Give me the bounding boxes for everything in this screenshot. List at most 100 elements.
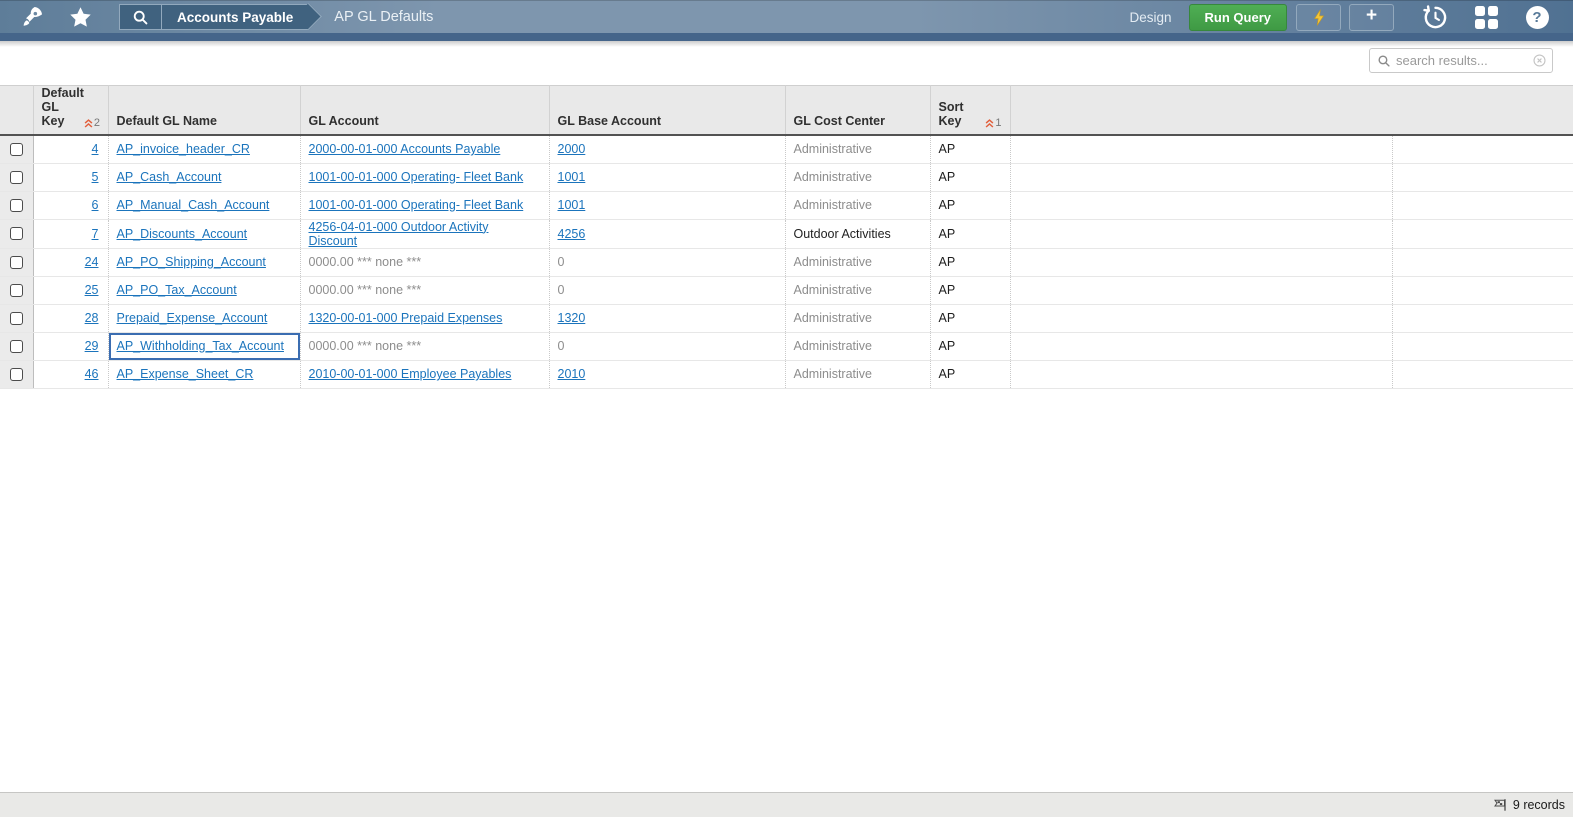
table-row[interactable]: 29 AP_Withholding_Tax_Account 0000.00 **… (0, 332, 1573, 361)
column-header-gl-account[interactable]: GL Account (300, 85, 550, 136)
column-header-default-gl-key[interactable]: Default GL Key 2 (33, 85, 109, 136)
row-checkbox[interactable] (9, 227, 23, 240)
row-cost-center: Administrative (793, 198, 873, 212)
column-header-sort-key[interactable]: Sort Key 1 (930, 85, 1011, 136)
design-link[interactable]: Design (1129, 9, 1172, 25)
gl-cost-center-cell: Administrative (785, 135, 931, 164)
row-name-link[interactable]: AP_Manual_Cash_Account (116, 198, 270, 212)
row-gl-account[interactable]: 4256-04-01-000 Outdoor Activity Discount (308, 219, 489, 248)
row-key-link[interactable]: 6 (91, 198, 99, 212)
gl-cost-center-cell: Administrative (785, 276, 931, 305)
gl-base-account-cell: 2000 (549, 135, 786, 164)
row-key-link[interactable]: 25 (84, 283, 99, 297)
row-gl-base[interactable]: 2010 (557, 367, 586, 381)
row-key-link[interactable]: 46 (84, 367, 99, 381)
star-icon (69, 6, 91, 27)
row-gl-base[interactable]: 4256 (557, 226, 586, 241)
top-navigation-bar: Accounts Payable AP GL Defaults Design R… (0, 0, 1573, 47)
row-checkbox[interactable] (9, 311, 23, 325)
row-name-link[interactable]: AP_PO_Shipping_Account (116, 255, 266, 269)
row-checkbox[interactable] (9, 198, 23, 212)
help-button[interactable]: ? (1523, 3, 1551, 31)
row-gl-base[interactable]: 1001 (557, 198, 586, 212)
gl-account-cell: 1320-00-01-000 Prepaid Expenses (300, 304, 550, 333)
row-name-link[interactable]: AP_Cash_Account (116, 170, 222, 184)
row-name-link[interactable]: AP_Expense_Sheet_CR (116, 367, 254, 381)
row-name-link[interactable]: AP_Withholding_Tax_Account (116, 339, 284, 353)
menu-search-button[interactable] (120, 5, 162, 29)
row-gl-account[interactable]: 1001-00-01-000 Operating- Fleet Bank (308, 198, 524, 212)
grid-icon (1474, 5, 1498, 29)
gl-cost-center-cell: Administrative (785, 360, 931, 389)
row-gl-base: 0 (557, 255, 565, 269)
gl-base-account-cell: 1320 (549, 304, 786, 333)
run-query-button[interactable]: Run Query (1188, 3, 1287, 31)
row-sort-key: AP (938, 198, 956, 212)
gl-cost-center-cell: Outdoor Activities (785, 219, 931, 249)
row-cost-center: Administrative (793, 311, 873, 325)
gl-base-account-cell: 1001 (549, 163, 786, 192)
row-gl-account[interactable]: 1320-00-01-000 Prepaid Expenses (308, 311, 503, 325)
topbar-bottom-strip (0, 33, 1573, 41)
row-key-link[interactable]: 5 (91, 170, 99, 184)
row-gl-base[interactable]: 2000 (557, 142, 586, 157)
gl-cost-center-cell: Administrative (785, 191, 931, 220)
add-button[interactable]: + (1349, 3, 1394, 31)
gl-cost-center-cell: Administrative (785, 332, 931, 361)
table-row[interactable]: 7 AP_Discounts_Account 4256-04-01-000 Ou… (0, 219, 1573, 249)
column-header-gl-base-account[interactable]: GL Base Account (549, 85, 786, 136)
row-checkbox[interactable] (9, 170, 23, 184)
row-checkbox[interactable] (9, 367, 23, 381)
row-checkbox[interactable] (9, 283, 23, 297)
row-key-link[interactable]: 4 (91, 142, 99, 157)
row-key-link[interactable]: 7 (91, 226, 99, 241)
sort-key-cell: AP (930, 276, 1011, 305)
row-name-link[interactable]: Prepaid_Expense_Account (116, 311, 268, 325)
row-key-link[interactable]: 29 (84, 339, 99, 353)
row-checkbox[interactable] (9, 255, 23, 269)
sort-ascending-icon (985, 119, 994, 128)
row-gl-account[interactable]: 1001-00-01-000 Operating- Fleet Bank (308, 170, 524, 184)
row-checkbox[interactable] (9, 142, 23, 156)
search-results-input[interactable] (1396, 53, 1533, 68)
row-gl-base[interactable]: 1001 (557, 170, 586, 184)
gl-base-account-cell: 1001 (549, 191, 786, 220)
row-cost-center: Administrative (793, 255, 873, 269)
favorites-button[interactable] (63, 3, 97, 31)
results-grid: Default GL Key 2 Default GL Name GL Acco… (0, 85, 1573, 389)
table-row[interactable]: 28 Prepaid_Expense_Account 1320-00-01-00… (0, 304, 1573, 333)
name-cell: AP_Cash_Account (108, 163, 301, 192)
row-name-link[interactable]: AP_PO_Tax_Account (116, 283, 237, 297)
row-gl-base: 0 (557, 283, 565, 297)
column-header-default-gl-name[interactable]: Default GL Name (108, 85, 301, 136)
table-row[interactable]: 46 AP_Expense_Sheet_CR 2010-00-01-000 Em… (0, 360, 1573, 389)
row-gl-account: 0000.00 *** none *** (308, 283, 422, 297)
history-button[interactable] (1421, 3, 1449, 31)
row-gl-account[interactable]: 2000-00-01-000 Accounts Payable (308, 142, 501, 157)
row-name-link[interactable]: AP_Discounts_Account (116, 226, 248, 241)
row-gl-account[interactable]: 2010-00-01-000 Employee Payables (308, 367, 512, 381)
table-row[interactable]: 25 AP_PO_Tax_Account 0000.00 *** none **… (0, 276, 1573, 305)
table-row[interactable]: 24 AP_PO_Shipping_Account 0000.00 *** no… (0, 248, 1573, 277)
table-row[interactable]: 5 AP_Cash_Account 1001-00-01-000 Operati… (0, 163, 1573, 192)
row-select-cell (0, 332, 34, 361)
row-name-link[interactable]: AP_invoice_header_CR (116, 142, 250, 157)
breadcrumb-parent-segment[interactable]: Accounts Payable (119, 4, 310, 30)
column-header-gl-cost-center[interactable]: GL Cost Center (785, 85, 931, 136)
row-key-link[interactable]: 28 (84, 311, 99, 325)
clear-search-icon[interactable] (1533, 54, 1546, 67)
row-checkbox[interactable] (9, 339, 23, 353)
row-gl-base[interactable]: 1320 (557, 311, 586, 325)
key-cell: 4 (33, 135, 109, 164)
table-row[interactable]: 6 AP_Manual_Cash_Account 1001-00-01-000 … (0, 191, 1573, 220)
apps-button[interactable] (1472, 3, 1500, 31)
gl-cost-center-cell: Administrative (785, 248, 931, 277)
row-key-link[interactable]: 24 (84, 255, 99, 269)
results-search-box[interactable] (1369, 48, 1553, 73)
key-cell: 24 (33, 248, 109, 277)
rocket-button[interactable] (15, 3, 49, 31)
rocket-icon (23, 6, 43, 26)
gl-account-cell: 2010-00-01-000 Employee Payables (300, 360, 550, 389)
quick-action-button[interactable] (1296, 3, 1341, 31)
table-row[interactable]: 4 AP_invoice_header_CR 2000-00-01-000 Ac… (0, 135, 1573, 164)
